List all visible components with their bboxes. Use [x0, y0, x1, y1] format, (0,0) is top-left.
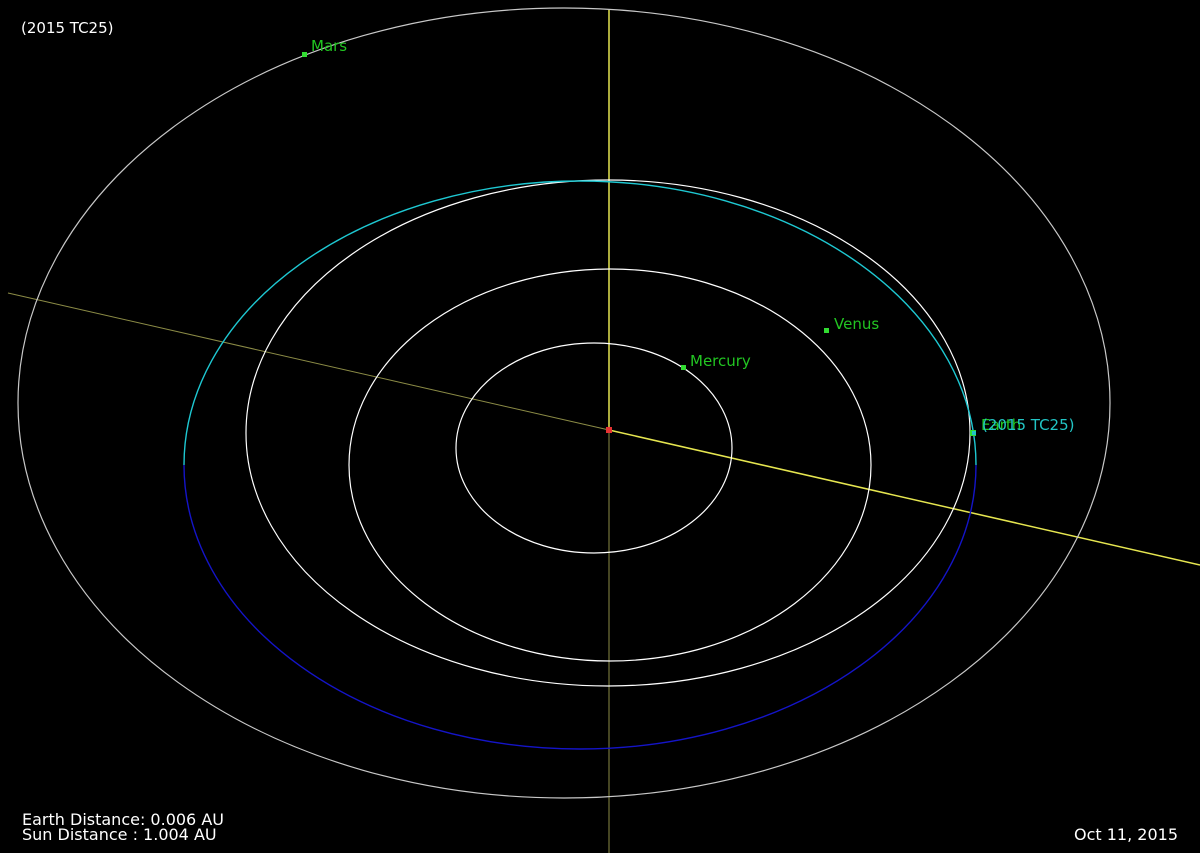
mars-orbit — [17, 7, 1111, 799]
node-line-back — [7, 292, 610, 431]
earth-label: Earth — [981, 416, 1022, 434]
node-line-front — [608, 429, 1200, 566]
asteroid-label: (2015 TC25) — [982, 416, 1075, 434]
venus-orbit — [348, 268, 872, 662]
asteroid-orbit-above-ecliptic — [183, 180, 977, 466]
earth-distance-readout: Earth Distance: 0.006 AU — [22, 810, 224, 829]
view-title: (2015 TC25) — [21, 19, 114, 37]
mercury-orbit — [455, 342, 733, 554]
sun-distance-readout: Sun Distance : 1.004 AU — [22, 825, 217, 844]
venus-label: Venus — [834, 315, 880, 333]
mars-label: Mars — [311, 37, 348, 55]
asteroid-marker — [972, 431, 976, 435]
mercury-marker — [681, 365, 686, 370]
mars-marker — [302, 52, 307, 57]
sun-marker — [606, 427, 612, 433]
date-readout: Oct 11, 2015 — [1074, 825, 1178, 844]
mercury-label: Mercury — [690, 352, 751, 370]
venus-marker — [824, 328, 829, 333]
asteroid-orbit-below-ecliptic — [183, 464, 977, 750]
